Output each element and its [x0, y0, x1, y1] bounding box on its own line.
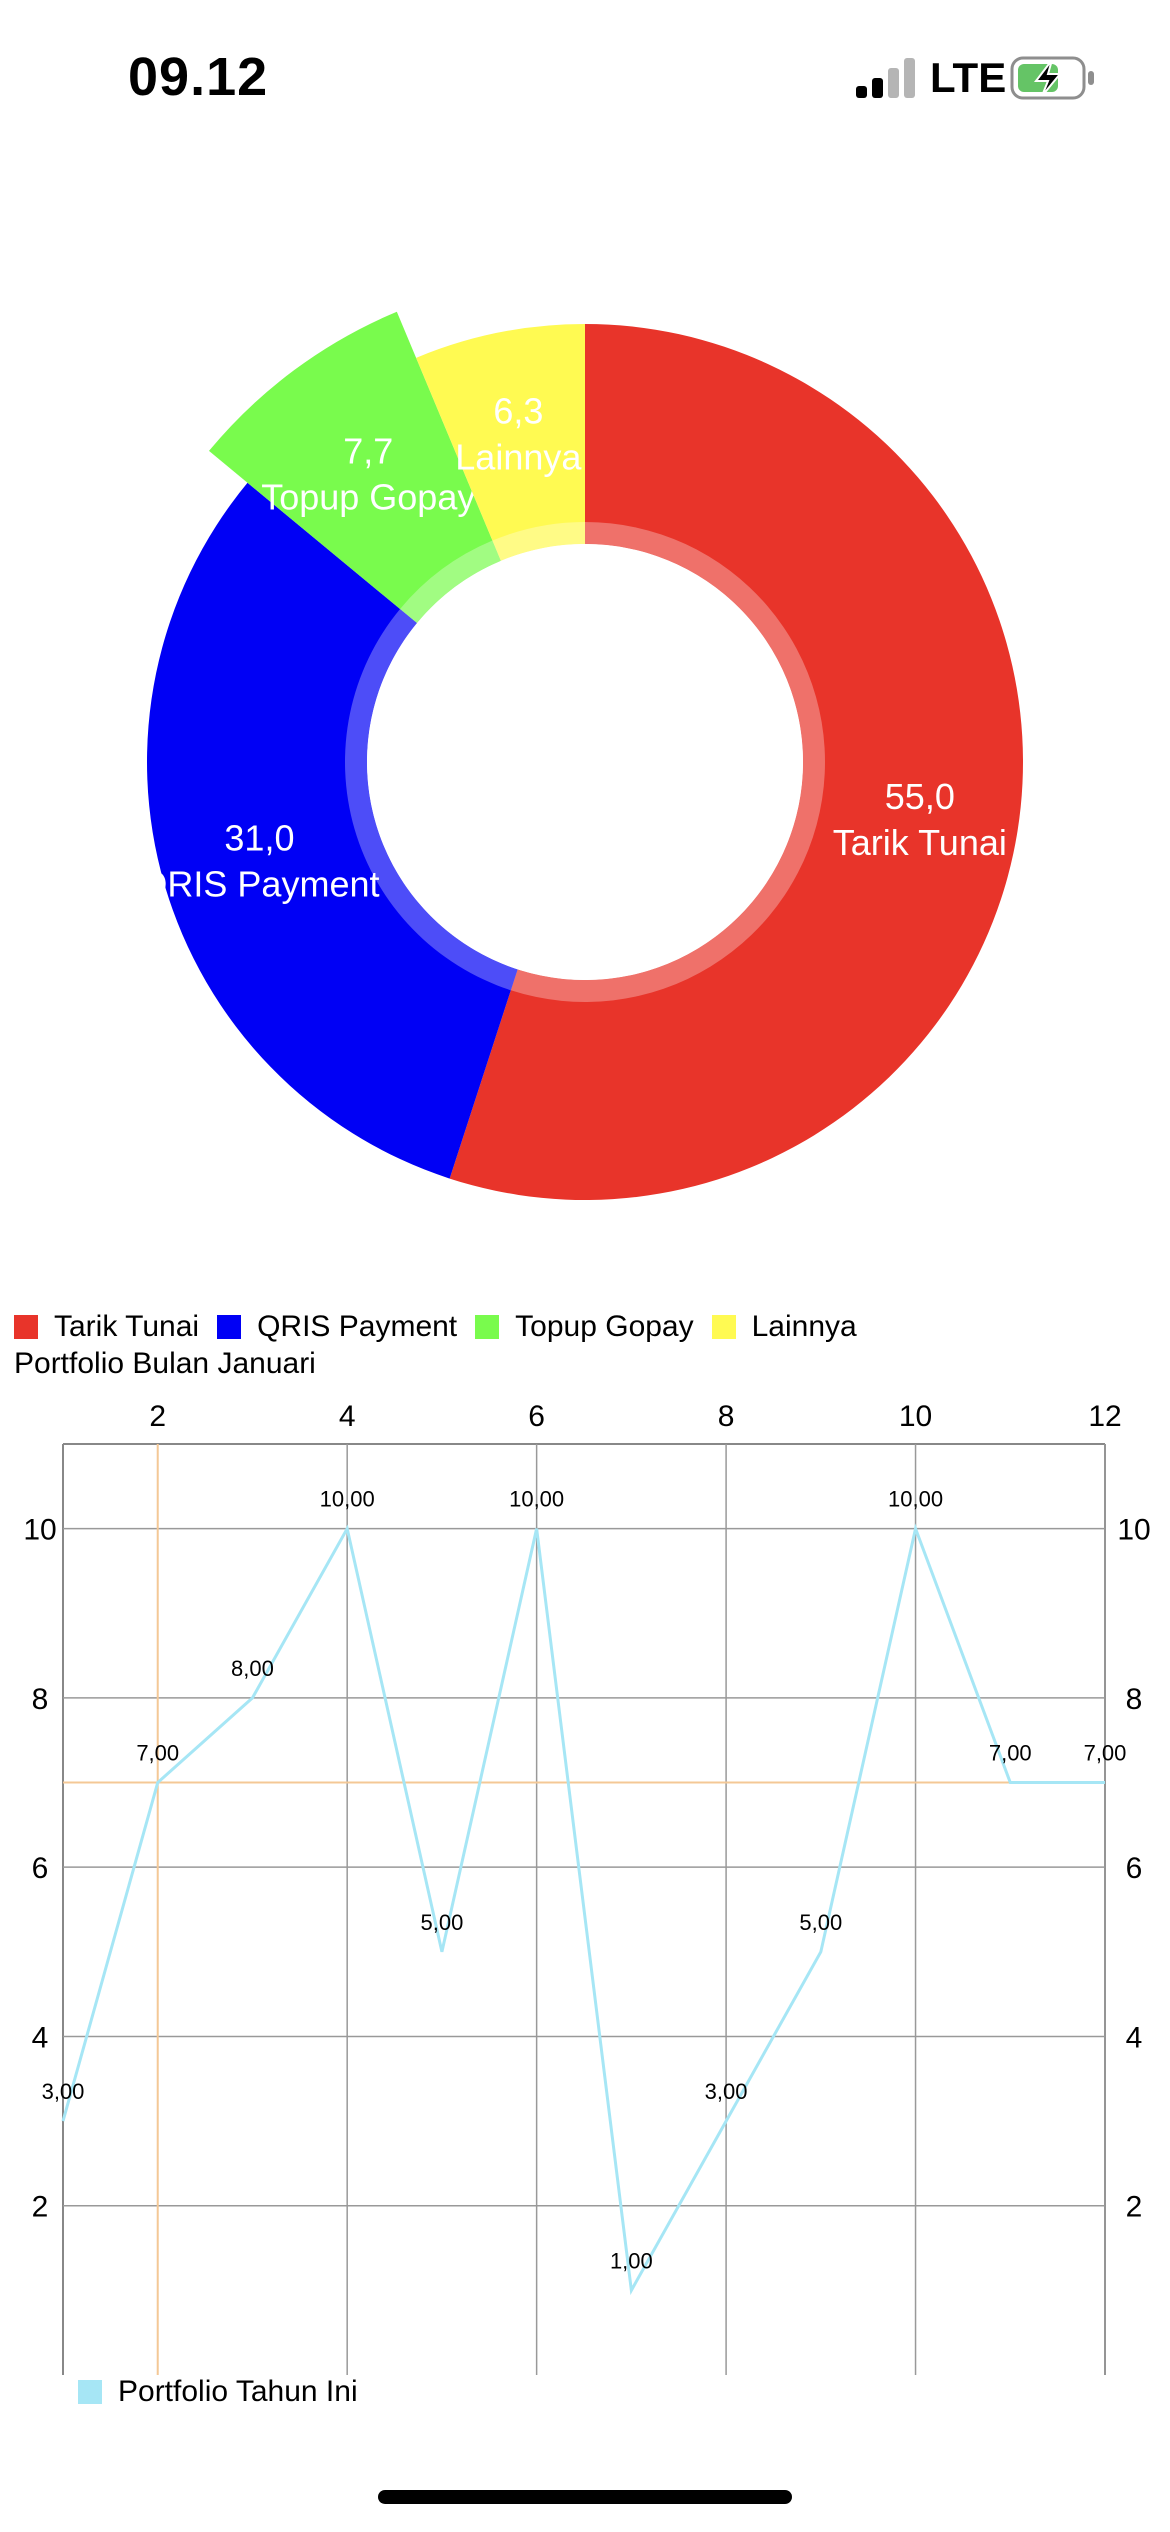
y-tick-label-left: 6	[32, 1852, 49, 1885]
status-time: 09.12	[128, 47, 269, 107]
legend-item: QRIS Payment	[217, 1310, 457, 1344]
y-tick-label-left: 10	[23, 1514, 56, 1547]
series-line	[61, 1523, 1105, 2296]
y-tick-label-right: 4	[1126, 2021, 1143, 2054]
line-legend: Portfolio Tahun Ini	[78, 2375, 358, 2409]
donut-value-label: 31,0	[224, 818, 294, 859]
cellular-signal-icon	[856, 58, 915, 98]
data-value-label: 5,00	[799, 1910, 842, 1935]
x-tick-label: 12	[1088, 1400, 1121, 1433]
legend-item: Lainnya	[711, 1310, 857, 1344]
donut-inner-ring-qris-payment	[344, 609, 518, 991]
y-tick-label-right: 10	[1117, 1514, 1150, 1547]
donut-legend: Tarik Tunai QRIS Payment Topup Gopay Lainny…	[14, 1305, 875, 1349]
data-value-label: 7,00	[136, 1741, 179, 1766]
x-tick-label: 10	[899, 1400, 932, 1433]
legend-label: Lainnya	[751, 1310, 857, 1343]
donut-chart: 55,0 Tarik Tunai 31,0 QRIS Payment 7,7 Topup …	[139, 311, 1024, 1200]
data-value-label: 5,00	[420, 1910, 463, 1935]
donut-hole	[367, 544, 803, 980]
donut-slice-topup-gopay[interactable]	[208, 311, 501, 624]
data-value-label: 10,00	[509, 1487, 564, 1512]
line-chart: 2 4 6 8 10 12 2 2 4 4 6 6 8 8 10 10 3,00 7,00 8,00 10,00 5,0…	[23, 1400, 1151, 2375]
donut-value-label: 55,0	[885, 776, 955, 817]
y-tick-label-right: 6	[1126, 1852, 1143, 1885]
data-value-label: 3,00	[42, 2079, 85, 2104]
donut-slice-tarik-tunai[interactable]	[449, 324, 1024, 1200]
data-value-label: 7,00	[1084, 1741, 1127, 1766]
y-tick-label-right: 2	[1126, 2191, 1143, 2224]
data-value-label: 3,00	[705, 2079, 748, 2104]
legend-swatch	[14, 1315, 38, 1339]
x-tick-label: 6	[528, 1400, 545, 1433]
legend-item: Tarik Tunai	[14, 1310, 199, 1344]
line-legend-swatch	[78, 2380, 102, 2404]
donut-inner-ring-topup-gopay	[400, 540, 501, 624]
legend-swatch	[217, 1315, 242, 1339]
y-tick-label-left: 8	[32, 1683, 49, 1716]
donut-slice-qris-payment[interactable]	[146, 482, 518, 1179]
donut-slice-label: Lainnya	[455, 437, 582, 478]
donut-slice-label: Tarik Tunai	[833, 822, 1007, 863]
donut-slice-label: QRIS Payment	[139, 864, 379, 905]
legend-swatch	[475, 1315, 500, 1339]
data-value-label: 10,00	[320, 1487, 375, 1512]
data-value-label: 8,00	[231, 1656, 274, 1681]
network-type: LTE	[930, 54, 1007, 101]
donut-slice-lainnya[interactable]	[416, 324, 585, 561]
line-chart-title: Portfolio Bulan Januari	[14, 1347, 316, 1380]
home-indicator[interactable]	[378, 2490, 792, 2504]
legend-label: QRIS Payment	[257, 1310, 458, 1343]
data-value-label: 7,00	[989, 1741, 1032, 1766]
y-tick-label-left: 2	[32, 2191, 49, 2224]
line-legend-label: Portfolio Tahun Ini	[118, 2375, 358, 2408]
x-tick-label: 2	[149, 1400, 166, 1433]
y-tick-label-right: 8	[1126, 1683, 1143, 1716]
x-tick-label: 4	[339, 1400, 356, 1433]
legend-label: Topup Gopay	[515, 1310, 694, 1343]
status-bar: 09.12 LTE	[0, 0, 1170, 150]
data-value-label: 1,00	[610, 2248, 653, 2273]
donut-slice-label: Topup Gopay	[261, 477, 475, 518]
legend-swatch	[711, 1315, 736, 1339]
donut-value-label: 6,3	[493, 391, 543, 432]
donut-value-label: 7,7	[343, 431, 393, 472]
legend-item: Topup Gopay	[475, 1310, 694, 1344]
x-tick-label: 8	[718, 1400, 735, 1433]
y-tick-label-left: 4	[32, 2021, 49, 2054]
battery-charging-icon	[1010, 56, 1094, 100]
donut-inner-ring-lainnya	[492, 522, 585, 561]
data-value-label: 10,00	[888, 1487, 943, 1512]
legend-label: Tarik Tunai	[54, 1310, 200, 1343]
